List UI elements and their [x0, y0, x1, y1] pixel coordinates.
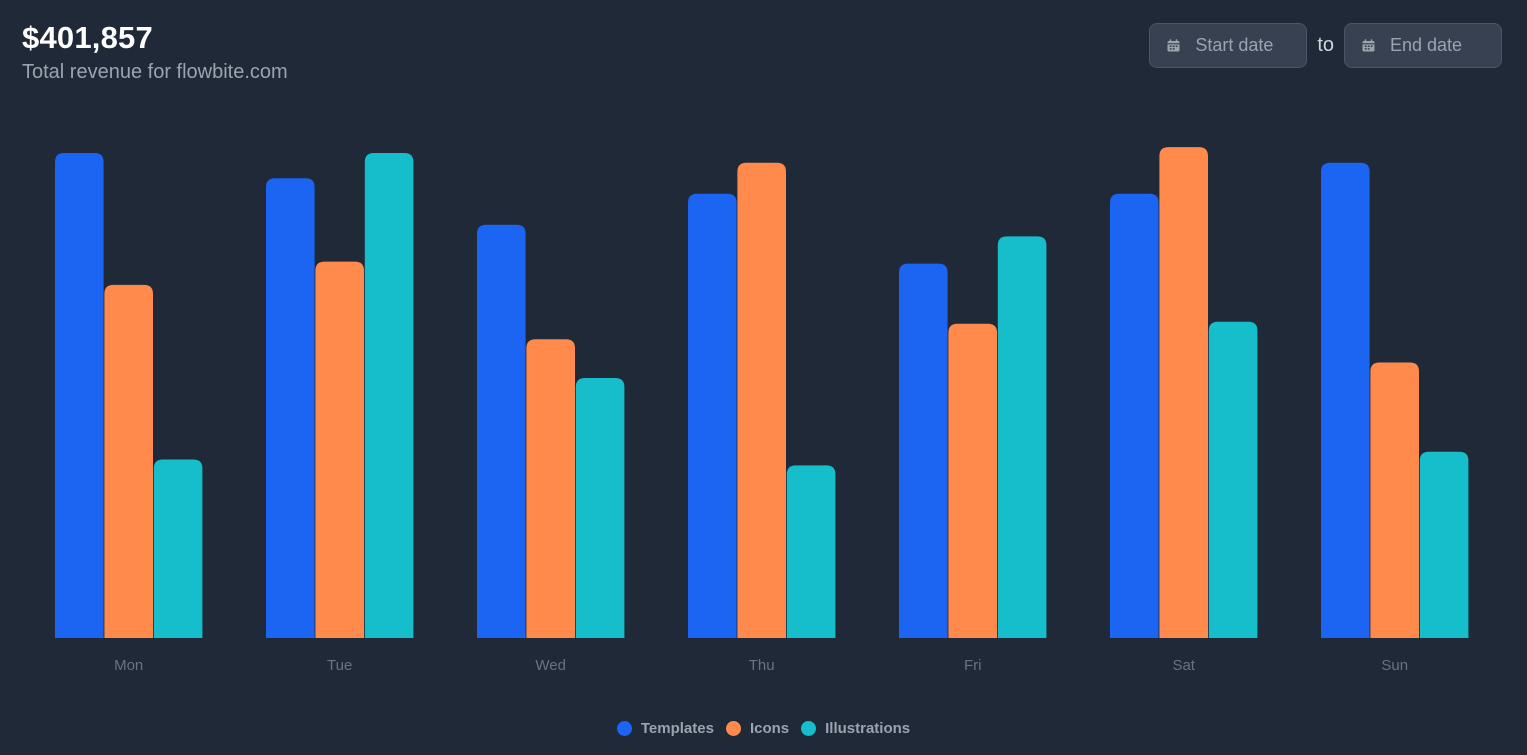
legend-marker — [801, 721, 817, 736]
x-tick-label: Mon — [114, 657, 143, 674]
legend-label: Illustrations — [825, 720, 911, 737]
start-date-input[interactable]: Start date — [1149, 23, 1308, 68]
total-revenue-value: $401,857 — [22, 20, 153, 55]
legend-label: Templates — [640, 720, 714, 737]
bar-illustrations-fri[interactable] — [997, 236, 1047, 639]
end-date-input[interactable]: End date — [1344, 23, 1502, 68]
revenue-bar-chart: Mon Tue Wed Thu Fri Sat Sun — [55, 147, 1469, 674]
bar-templates-mon[interactable] — [55, 153, 104, 638]
bar-templates-sun[interactable] — [1321, 162, 1370, 638]
x-tick-label: Wed — [535, 657, 566, 674]
bar-illustrations-wed[interactable] — [575, 378, 625, 638]
start-date-placeholder: Start date — [1195, 35, 1274, 55]
bar-illustrations-sun[interactable] — [1419, 451, 1469, 638]
bar-icons-wed[interactable] — [526, 339, 575, 638]
bar-templates-tue[interactable] — [266, 178, 315, 638]
x-tick-label: Fri — [964, 657, 982, 674]
chart-legend: Templates Icons Illustrations — [0, 720, 1527, 737]
total-revenue-subtitle: Total revenue for flowbite.com — [22, 61, 288, 83]
bar-illustrations-thu[interactable] — [786, 465, 836, 638]
bar-templates-wed[interactable] — [477, 224, 526, 638]
end-date-placeholder: End date — [1390, 35, 1463, 55]
date-range-separator: to — [1317, 34, 1334, 56]
legend-marker — [616, 721, 632, 736]
revenue-header: $401,857 Total revenue for flowbite.com — [22, 20, 288, 86]
bar-illustrations-tue[interactable] — [364, 153, 414, 638]
calendar-icon — [1362, 39, 1375, 52]
bar-templates-fri[interactable] — [899, 263, 948, 638]
bar-icons-sat[interactable] — [1159, 147, 1208, 638]
legend-item-icons[interactable]: Icons — [725, 720, 790, 737]
x-tick-label: Thu — [749, 657, 775, 674]
bar-templates-thu[interactable] — [688, 193, 737, 639]
bar-icons-sun[interactable] — [1370, 362, 1419, 638]
date-range-picker: Start date to End date — [1149, 23, 1502, 68]
legend-item-templates[interactable]: Templates — [616, 720, 714, 737]
bar-illustrations-sat[interactable] — [1208, 321, 1258, 638]
bar-icons-thu[interactable] — [737, 162, 786, 638]
calendar-icon — [1167, 39, 1180, 52]
bar-icons-fri[interactable] — [948, 323, 997, 638]
x-tick-label: Tue — [327, 657, 352, 674]
legend-item-illustrations[interactable]: Illustrations — [801, 720, 910, 737]
bar-icons-tue[interactable] — [315, 261, 364, 638]
bar-illustrations-mon[interactable] — [153, 459, 203, 638]
bar-icons-mon[interactable] — [104, 284, 153, 638]
legend-marker — [725, 721, 741, 736]
bar-templates-sat[interactable] — [1110, 193, 1159, 639]
legend-label: Icons — [749, 720, 790, 737]
x-tick-label: Sat — [1172, 657, 1195, 674]
x-tick-label: Sun — [1381, 657, 1408, 674]
